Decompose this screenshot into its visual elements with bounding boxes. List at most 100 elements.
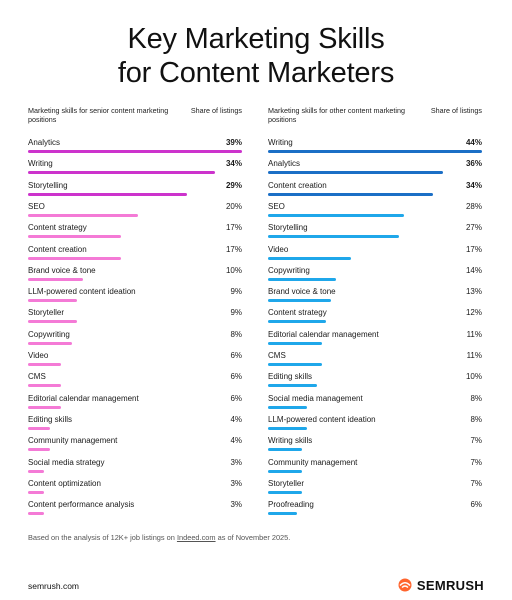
senior-bar	[28, 299, 78, 303]
senior-value-label: 39%	[225, 138, 242, 147]
other-category-label: Analytics	[268, 159, 301, 169]
other-bar	[268, 299, 332, 303]
footnote-text-after: as of November 2025.	[215, 533, 291, 542]
senior-bar-row: LLM-powered content ideation 9%	[28, 287, 242, 308]
other-bar-row: Writing skills 7%	[268, 436, 482, 457]
senior-category-label: SEO	[28, 201, 45, 211]
other-category-label: Social media management	[268, 393, 363, 403]
senior-bar-row: Editing skills 4%	[28, 415, 242, 436]
other-value-label: 44%	[465, 138, 482, 147]
indeed-link[interactable]: Indeed.com	[176, 533, 216, 542]
footnote: Based on the analysis of 12K+ job listin…	[28, 533, 290, 542]
senior-bar-row: Community management 4%	[28, 436, 242, 457]
senior-chart-header: Marketing skills for senior content mark…	[28, 106, 242, 138]
other-skills-chart: Marketing skills for other content marke…	[268, 106, 482, 516]
other-bar	[268, 277, 337, 281]
semrush-wordmark: SEMRUSH	[416, 577, 484, 593]
other-value-label: 8%	[470, 414, 482, 424]
other-bar-row: CMS 11%	[268, 351, 482, 372]
senior-bar	[28, 277, 83, 281]
senior-value-label: 6%	[230, 351, 242, 360]
other-bar-row: Social media management 8%	[268, 394, 482, 415]
senior-value-label: 8%	[230, 329, 242, 339]
senior-bar-row: CMS 6%	[28, 372, 242, 393]
other-category-label: Video	[268, 244, 289, 254]
chart-title-line-2: for Content Marketers	[117, 57, 395, 89]
senior-bar-row: Storytelling 29%	[28, 181, 242, 202]
senior-bar-row: Content performance analysis 3%	[28, 500, 242, 521]
other-category-label: Proofreading	[268, 500, 314, 510]
other-bar	[268, 512, 298, 516]
other-bar-row: Storytelling 27%	[268, 223, 482, 244]
senior-value-label: 20%	[225, 201, 242, 211]
other-value-label: 11%	[466, 329, 482, 339]
senior-bar	[28, 341, 72, 345]
senior-bar-row: Analytics 39%	[28, 138, 242, 159]
senior-bar	[28, 490, 45, 494]
other-bar	[268, 384, 317, 388]
senior-bar-row: Social media strategy 3%	[28, 458, 242, 479]
senior-bar	[28, 320, 78, 324]
other-bar-row: Community management 7%	[268, 458, 482, 479]
senior-bar	[28, 384, 61, 388]
senior-category-label: Editorial calendar management	[28, 393, 139, 403]
senior-bar	[28, 405, 61, 409]
other-bar	[268, 426, 307, 430]
other-category-label: Content strategy	[268, 308, 327, 318]
other-value-label: 6%	[470, 500, 482, 510]
other-value-label: 36%	[465, 159, 482, 169]
other-bar-row: SEO 28%	[268, 202, 482, 223]
other-bar-row: Analytics 36%	[268, 159, 482, 180]
senior-value-label: 4%	[230, 414, 242, 424]
other-bar-row: Brand voice & tone 13%	[268, 287, 482, 308]
senior-bar-row: Content optimization 3%	[28, 479, 242, 500]
other-value-header: Share of listings	[430, 106, 482, 115]
senior-value-label: 17%	[225, 244, 242, 254]
other-category-label: Community management	[268, 457, 358, 467]
other-bar	[268, 469, 303, 473]
other-value-label: 34%	[465, 180, 482, 190]
senior-value-label: 34%	[225, 159, 242, 169]
other-bar	[268, 150, 482, 153]
other-value-label: 17%	[465, 244, 482, 254]
senior-value-label: 3%	[230, 478, 242, 488]
other-bar	[268, 192, 434, 196]
other-bar-row: Proofreading 6%	[268, 500, 482, 521]
senior-bar-row: Brand voice & tone 10%	[28, 266, 242, 287]
other-bar-row: Editorial calendar management 11%	[268, 330, 482, 351]
senior-value-label: 29%	[225, 180, 242, 190]
other-value-label: 8%	[470, 393, 482, 403]
senior-value-label: 3%	[230, 500, 242, 510]
other-value-label: 11%	[466, 351, 482, 360]
senior-value-label: 6%	[230, 372, 242, 382]
other-category-label: Brand voice & tone	[268, 287, 336, 297]
senior-bar	[28, 192, 188, 196]
senior-category-label: Community management	[28, 436, 118, 446]
other-bar	[268, 320, 327, 324]
senior-bar	[28, 363, 61, 366]
other-category-label: Copywriting	[268, 265, 310, 275]
other-bar-row: Writing 44%	[268, 138, 482, 159]
senior-bar-row: SEO 20%	[28, 202, 242, 223]
senior-category-label: Copywriting	[28, 329, 70, 339]
other-value-label: 12%	[465, 308, 482, 318]
other-bar	[268, 171, 444, 175]
other-category-label: CMS	[268, 351, 286, 360]
other-value-label: 7%	[470, 436, 482, 446]
other-value-label: 13%	[465, 287, 482, 297]
senior-bar	[28, 426, 50, 430]
other-category-label: Storyteller	[268, 478, 305, 488]
senior-value-label: 9%	[230, 287, 242, 297]
senior-bar	[28, 256, 122, 260]
site-url[interactable]: semrush.com	[28, 581, 80, 591]
other-bar-row: Content strategy 12%	[268, 308, 482, 329]
senior-bar-row: Writing 34%	[28, 159, 242, 180]
other-bar-row: Copywriting 14%	[268, 266, 482, 287]
other-bar	[268, 363, 322, 366]
other-bar	[268, 405, 307, 409]
other-value-label: 7%	[470, 457, 482, 467]
senior-bar	[28, 235, 122, 239]
senior-value-label: 17%	[225, 223, 242, 233]
senior-bar-row: Content creation 17%	[28, 245, 242, 266]
other-bar	[268, 235, 400, 239]
